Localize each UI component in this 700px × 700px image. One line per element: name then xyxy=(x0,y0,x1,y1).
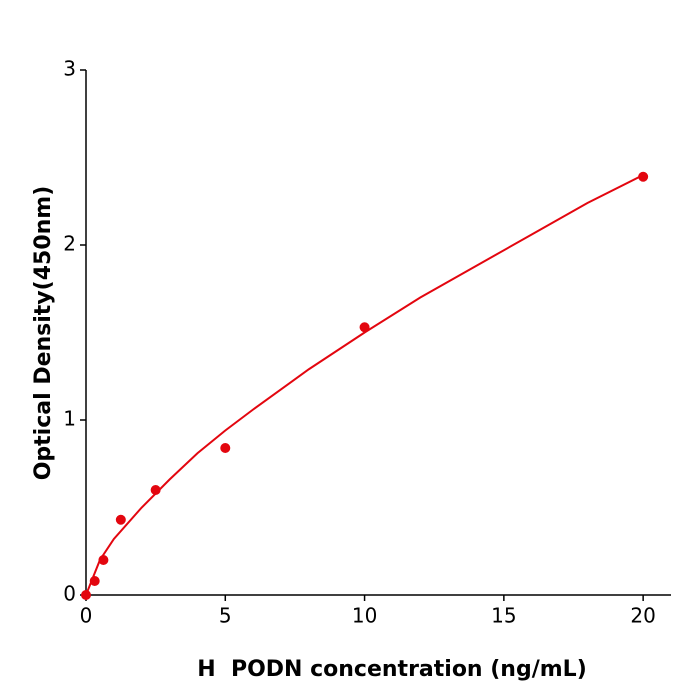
x-axis-label: H PODN concentration (ng/mL) xyxy=(197,657,587,682)
data-point xyxy=(220,443,231,453)
y-tick-label: 2 xyxy=(63,232,76,256)
data-point xyxy=(638,171,649,182)
y-axis-label: Optical Density(450nm) xyxy=(31,186,56,481)
y-tick-label: 1 xyxy=(63,407,76,431)
x-tick-label: 5 xyxy=(219,604,232,628)
y-tick-label: 0 xyxy=(63,582,76,606)
y-tick-label: 3 xyxy=(63,57,76,81)
x-tick-label: 15 xyxy=(491,604,516,628)
x-tick-label: 10 xyxy=(352,604,377,628)
fit-curve xyxy=(85,174,644,596)
data-point xyxy=(150,485,161,495)
x-tick-label: 20 xyxy=(630,604,655,628)
x-tick-label: 0 xyxy=(80,604,93,628)
data-point xyxy=(115,514,126,525)
